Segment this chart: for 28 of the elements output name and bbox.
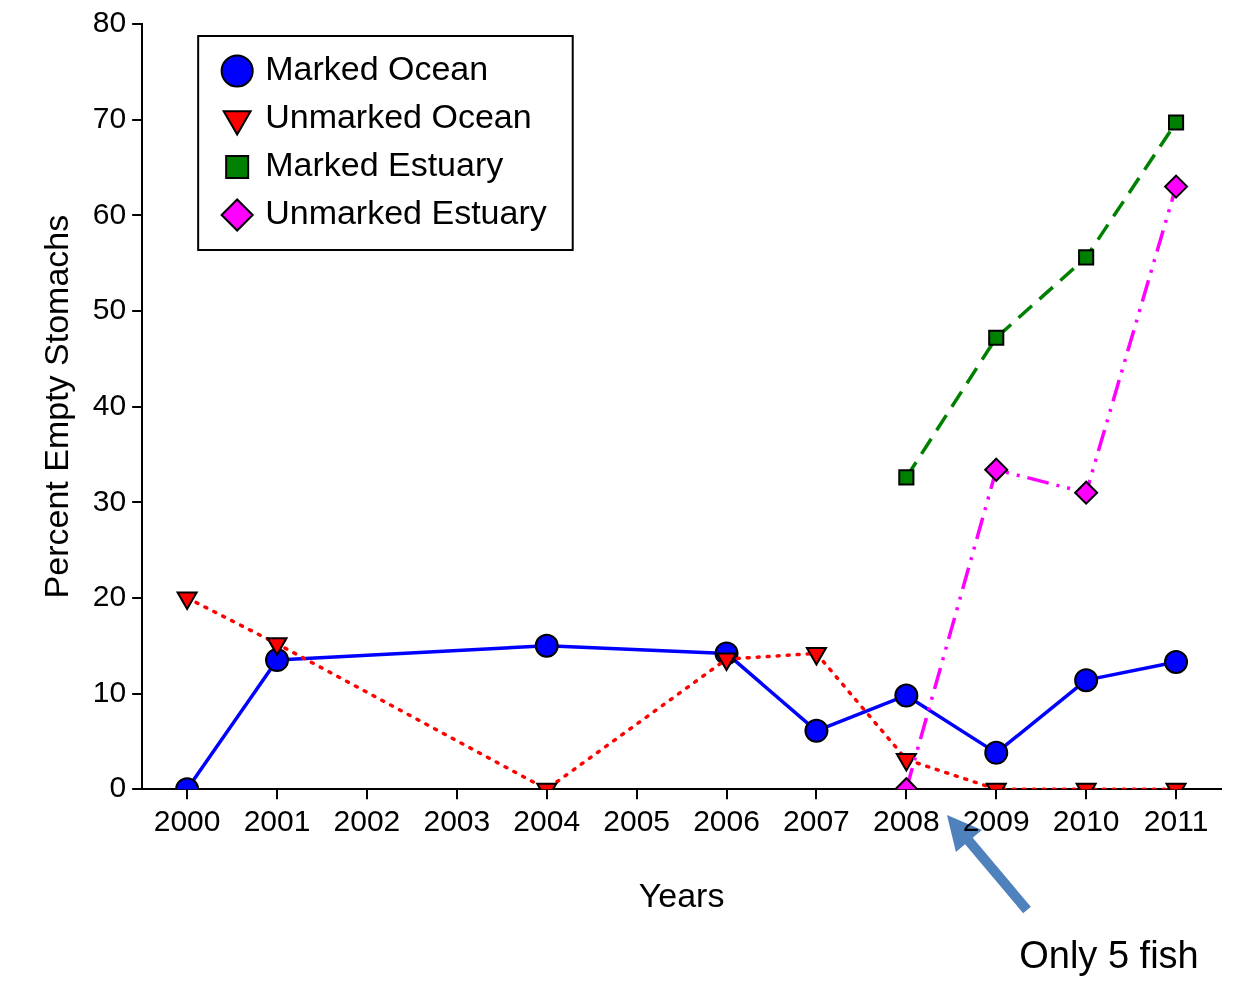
y-tick-label: 10	[92, 674, 127, 708]
x-tick-label: 2003	[423, 804, 491, 838]
legend-label: Marked Ocean	[265, 49, 489, 88]
text: Only 5 fish	[1019, 934, 1199, 977]
y-tick-label: 0	[109, 770, 127, 804]
y-tick-label: 50	[92, 292, 127, 326]
x-tick-label: 2002	[333, 804, 401, 838]
y-tick-label: 40	[92, 387, 127, 421]
y-tick-label: 80	[92, 5, 127, 39]
y-tick-label: 60	[92, 196, 127, 230]
y-tick-label: 20	[92, 579, 127, 613]
x-tick-label: 2006	[693, 804, 760, 838]
legend-label: Unmarked Ocean	[265, 97, 532, 136]
legend-label: Unmarked Estuary	[265, 193, 547, 232]
x-tick-label: 2001	[243, 804, 311, 838]
x-tick-label: 2005	[603, 804, 671, 838]
x-tick-label: 2010	[1052, 804, 1120, 838]
legend-label: Marked Estuary	[265, 145, 504, 184]
x-tick-label: 2008	[872, 804, 940, 838]
x-tick-label: 2000	[153, 804, 221, 838]
x-axis-title: Years	[638, 875, 725, 914]
y-axis-title: Percent Empty Stomachs	[36, 214, 75, 599]
x-tick-label: 2004	[513, 804, 581, 838]
y-tick-label: 70	[92, 100, 127, 134]
x-tick-label: 2011	[1143, 804, 1209, 838]
x-tick-label: 2007	[783, 804, 850, 838]
y-tick-label: 30	[92, 483, 127, 517]
x-tick-label: 2009	[962, 804, 1030, 838]
